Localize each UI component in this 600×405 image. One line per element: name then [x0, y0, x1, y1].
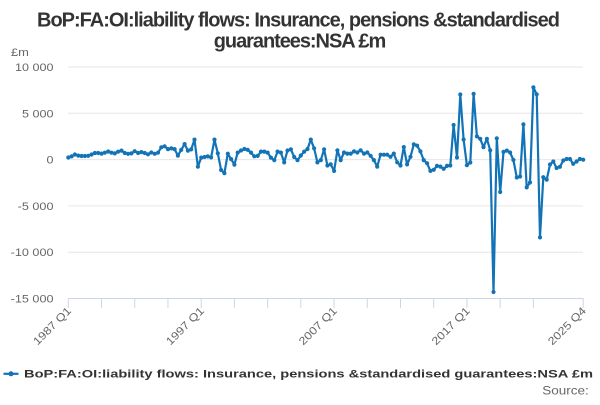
svg-text:Source:: Source: [542, 386, 589, 398]
svg-text:0: 0 [47, 155, 54, 167]
svg-text:BoP:FA:OI:liability flows: Ins: BoP:FA:OI:liability flows: Insurance, pe… [24, 369, 593, 381]
svg-text:-15 000: -15 000 [11, 294, 54, 306]
svg-text:BoP:FA:OI:liability flows: Ins: BoP:FA:OI:liability flows: Insurance, pe… [37, 10, 560, 32]
svg-text:guarantees:NSA £m: guarantees:NSA £m [214, 31, 387, 53]
svg-text:5 000: 5 000 [22, 108, 54, 120]
svg-text:10 000: 10 000 [15, 62, 54, 74]
svg-text:£m: £m [11, 47, 29, 59]
svg-text:-5 000: -5 000 [18, 201, 54, 213]
svg-text:-10 000: -10 000 [11, 247, 54, 259]
